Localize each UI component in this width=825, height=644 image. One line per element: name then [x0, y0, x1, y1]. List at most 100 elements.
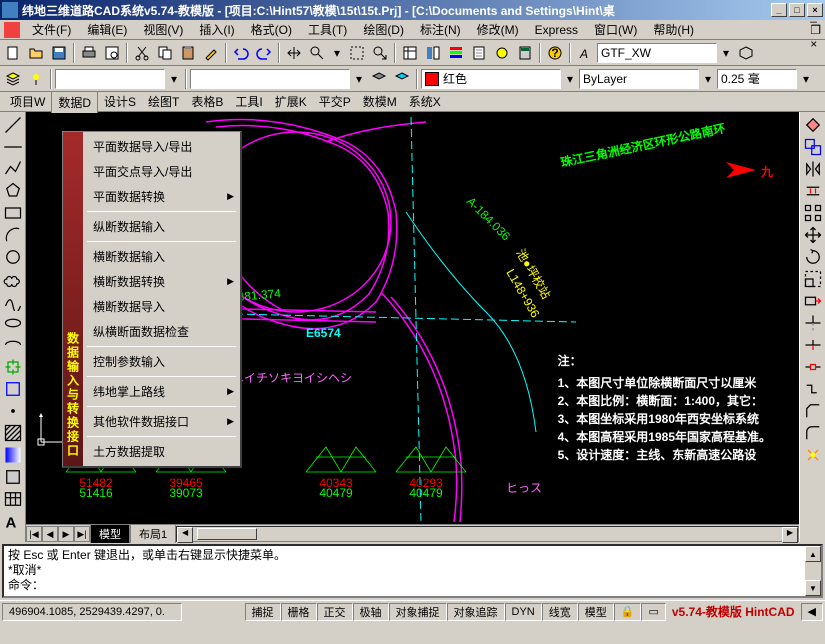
doc-minimize-button[interactable]: _ — [810, 9, 821, 23]
menu-help[interactable]: 帮助(H) — [645, 19, 702, 40]
dropdown-item[interactable]: 纵横断面数据检查 — [83, 319, 240, 344]
menu2-system[interactable]: 系统X — [403, 91, 447, 112]
tab-nav-first[interactable]: |◀ — [26, 526, 42, 542]
tab-nav-prev[interactable]: ◀ — [42, 526, 58, 542]
circle-tool[interactable] — [2, 246, 24, 268]
chamfer-tool[interactable] — [802, 400, 824, 422]
menu2-dtm[interactable]: 数模M — [357, 91, 403, 112]
toggle-model[interactable]: 模型 — [578, 603, 614, 621]
horizontal-scrollbar[interactable]: ◀ ▶ — [176, 526, 799, 542]
lineweight-dropdown[interactable] — [717, 69, 797, 89]
make-block-tool[interactable] — [2, 378, 24, 400]
fillet-tool[interactable] — [802, 422, 824, 444]
region-tool[interactable] — [2, 466, 24, 488]
explode-tool[interactable] — [802, 444, 824, 466]
layer-states-button[interactable] — [368, 68, 390, 90]
dropdown-item[interactable]: 控制参数输入 — [83, 349, 240, 374]
offset-tool[interactable] — [802, 180, 824, 202]
doc-close-button[interactable]: × — [810, 37, 821, 51]
color-dropdown-arrow[interactable]: ▾ — [562, 68, 578, 90]
new-button[interactable] — [2, 42, 24, 64]
layer-filter-arrow[interactable]: ▾ — [351, 68, 367, 90]
save-button[interactable] — [48, 42, 70, 64]
calculator-button[interactable] — [514, 42, 536, 64]
table-tool[interactable] — [2, 488, 24, 510]
extend-tool[interactable] — [802, 334, 824, 356]
menu2-design[interactable]: 设计S — [98, 91, 142, 112]
revcloud-tool[interactable] — [2, 268, 24, 290]
move-tool[interactable] — [802, 224, 824, 246]
spline-tool[interactable] — [2, 290, 24, 312]
toggle-polar[interactable]: 极轴 — [353, 603, 389, 621]
sheet-set-button[interactable] — [468, 42, 490, 64]
open-button[interactable] — [25, 42, 47, 64]
tab-nav-next[interactable]: ▶ — [58, 526, 74, 542]
menu2-intersect[interactable]: 平交P — [313, 91, 357, 112]
linetype-dropdown-arrow[interactable]: ▾ — [700, 68, 716, 90]
scroll-up-button[interactable]: ▲ — [805, 546, 821, 562]
polygon-tool[interactable] — [2, 180, 24, 202]
scroll-left-button[interactable]: ◀ — [177, 527, 193, 543]
minimize-button[interactable]: _ — [771, 3, 787, 17]
menu-draw[interactable]: 绘图(D) — [355, 19, 412, 40]
status-tray-icon[interactable]: ▭ — [641, 603, 665, 621]
dropdown-item[interactable]: 平面数据导入/导出 — [83, 134, 240, 159]
print-button[interactable] — [78, 42, 100, 64]
dropdown-item[interactable]: 平面数据转换▶ — [83, 184, 240, 209]
menu-view[interactable]: 视图(V) — [135, 19, 191, 40]
break-tool[interactable] — [802, 356, 824, 378]
zoom-previous-button[interactable] — [369, 42, 391, 64]
menu-insert[interactable]: 插入(I) — [191, 19, 242, 40]
print-preview-button[interactable] — [101, 42, 123, 64]
insert-block-tool[interactable] — [2, 356, 24, 378]
mirror-tool[interactable] — [802, 158, 824, 180]
layer-filter-dropdown[interactable] — [190, 69, 350, 89]
markup-button[interactable] — [491, 42, 513, 64]
status-lock-icon[interactable]: 🔒 — [614, 603, 642, 621]
stretch-tool[interactable] — [802, 290, 824, 312]
array-tool[interactable] — [802, 202, 824, 224]
scale-tool[interactable] — [802, 268, 824, 290]
coordinates-display[interactable]: 496904.1085, 2529439.4297, 0. — [2, 603, 182, 621]
zoom-window-button[interactable] — [346, 42, 368, 64]
arc-tool[interactable] — [2, 224, 24, 246]
menu2-draw[interactable]: 绘图T — [142, 91, 185, 112]
scroll-thumb[interactable] — [197, 528, 257, 540]
ellipse-arc-tool[interactable] — [2, 334, 24, 356]
menu-modify[interactable]: 修改(M) — [469, 19, 527, 40]
tab-model[interactable]: 模型 — [90, 524, 130, 543]
text-style-dropdown-arrow[interactable]: ▾ — [718, 42, 734, 64]
menu2-tables[interactable]: 表格B — [185, 91, 229, 112]
menu-window[interactable]: 窗口(W) — [586, 19, 645, 40]
trim-tool[interactable] — [802, 312, 824, 334]
rectangle-tool[interactable] — [2, 202, 24, 224]
command-line[interactable]: 按 Esc 或 Enter 键退出，或单击右键显示快捷菜单。 *取消* 命令： … — [2, 544, 823, 598]
toggle-lwt[interactable]: 线宽 — [542, 603, 578, 621]
command-scrollbar[interactable]: ▲ ▼ — [805, 546, 821, 596]
dropdown-item[interactable]: 横断数据转换▶ — [83, 269, 240, 294]
erase-tool[interactable] — [802, 114, 824, 136]
menu-format[interactable]: 格式(O) — [243, 19, 300, 40]
color-dropdown[interactable]: 红色 — [421, 69, 561, 89]
line-tool[interactable] — [2, 114, 24, 136]
toggle-grid[interactable]: 栅格 — [281, 603, 317, 621]
tool-palettes-button[interactable] — [445, 42, 467, 64]
rotate-tool[interactable] — [802, 246, 824, 268]
menu-file[interactable]: 文件(F) — [24, 19, 79, 40]
text-style-dropdown[interactable] — [597, 43, 717, 63]
linetype-dropdown[interactable] — [579, 69, 699, 89]
ellipse-tool[interactable] — [2, 312, 24, 334]
dropdown-item[interactable]: 横断数据输入 — [83, 244, 240, 269]
dropdown-item[interactable]: 横断数据导入 — [83, 294, 240, 319]
tab-layout1[interactable]: 布局1 — [130, 524, 176, 543]
lineweight-dropdown-arrow[interactable]: ▾ — [798, 68, 814, 90]
xline-tool[interactable] — [2, 136, 24, 158]
status-tray-toggle[interactable]: ◀ — [801, 603, 823, 621]
undo-button[interactable] — [230, 42, 252, 64]
cut-button[interactable] — [131, 42, 153, 64]
menu2-data[interactable]: 数据D — [51, 91, 98, 113]
toggle-osnap[interactable]: 对象捕捉 — [389, 603, 447, 621]
polyline-tool[interactable] — [2, 158, 24, 180]
paste-button[interactable] — [177, 42, 199, 64]
doc-restore-button[interactable]: ❐ — [810, 23, 821, 37]
